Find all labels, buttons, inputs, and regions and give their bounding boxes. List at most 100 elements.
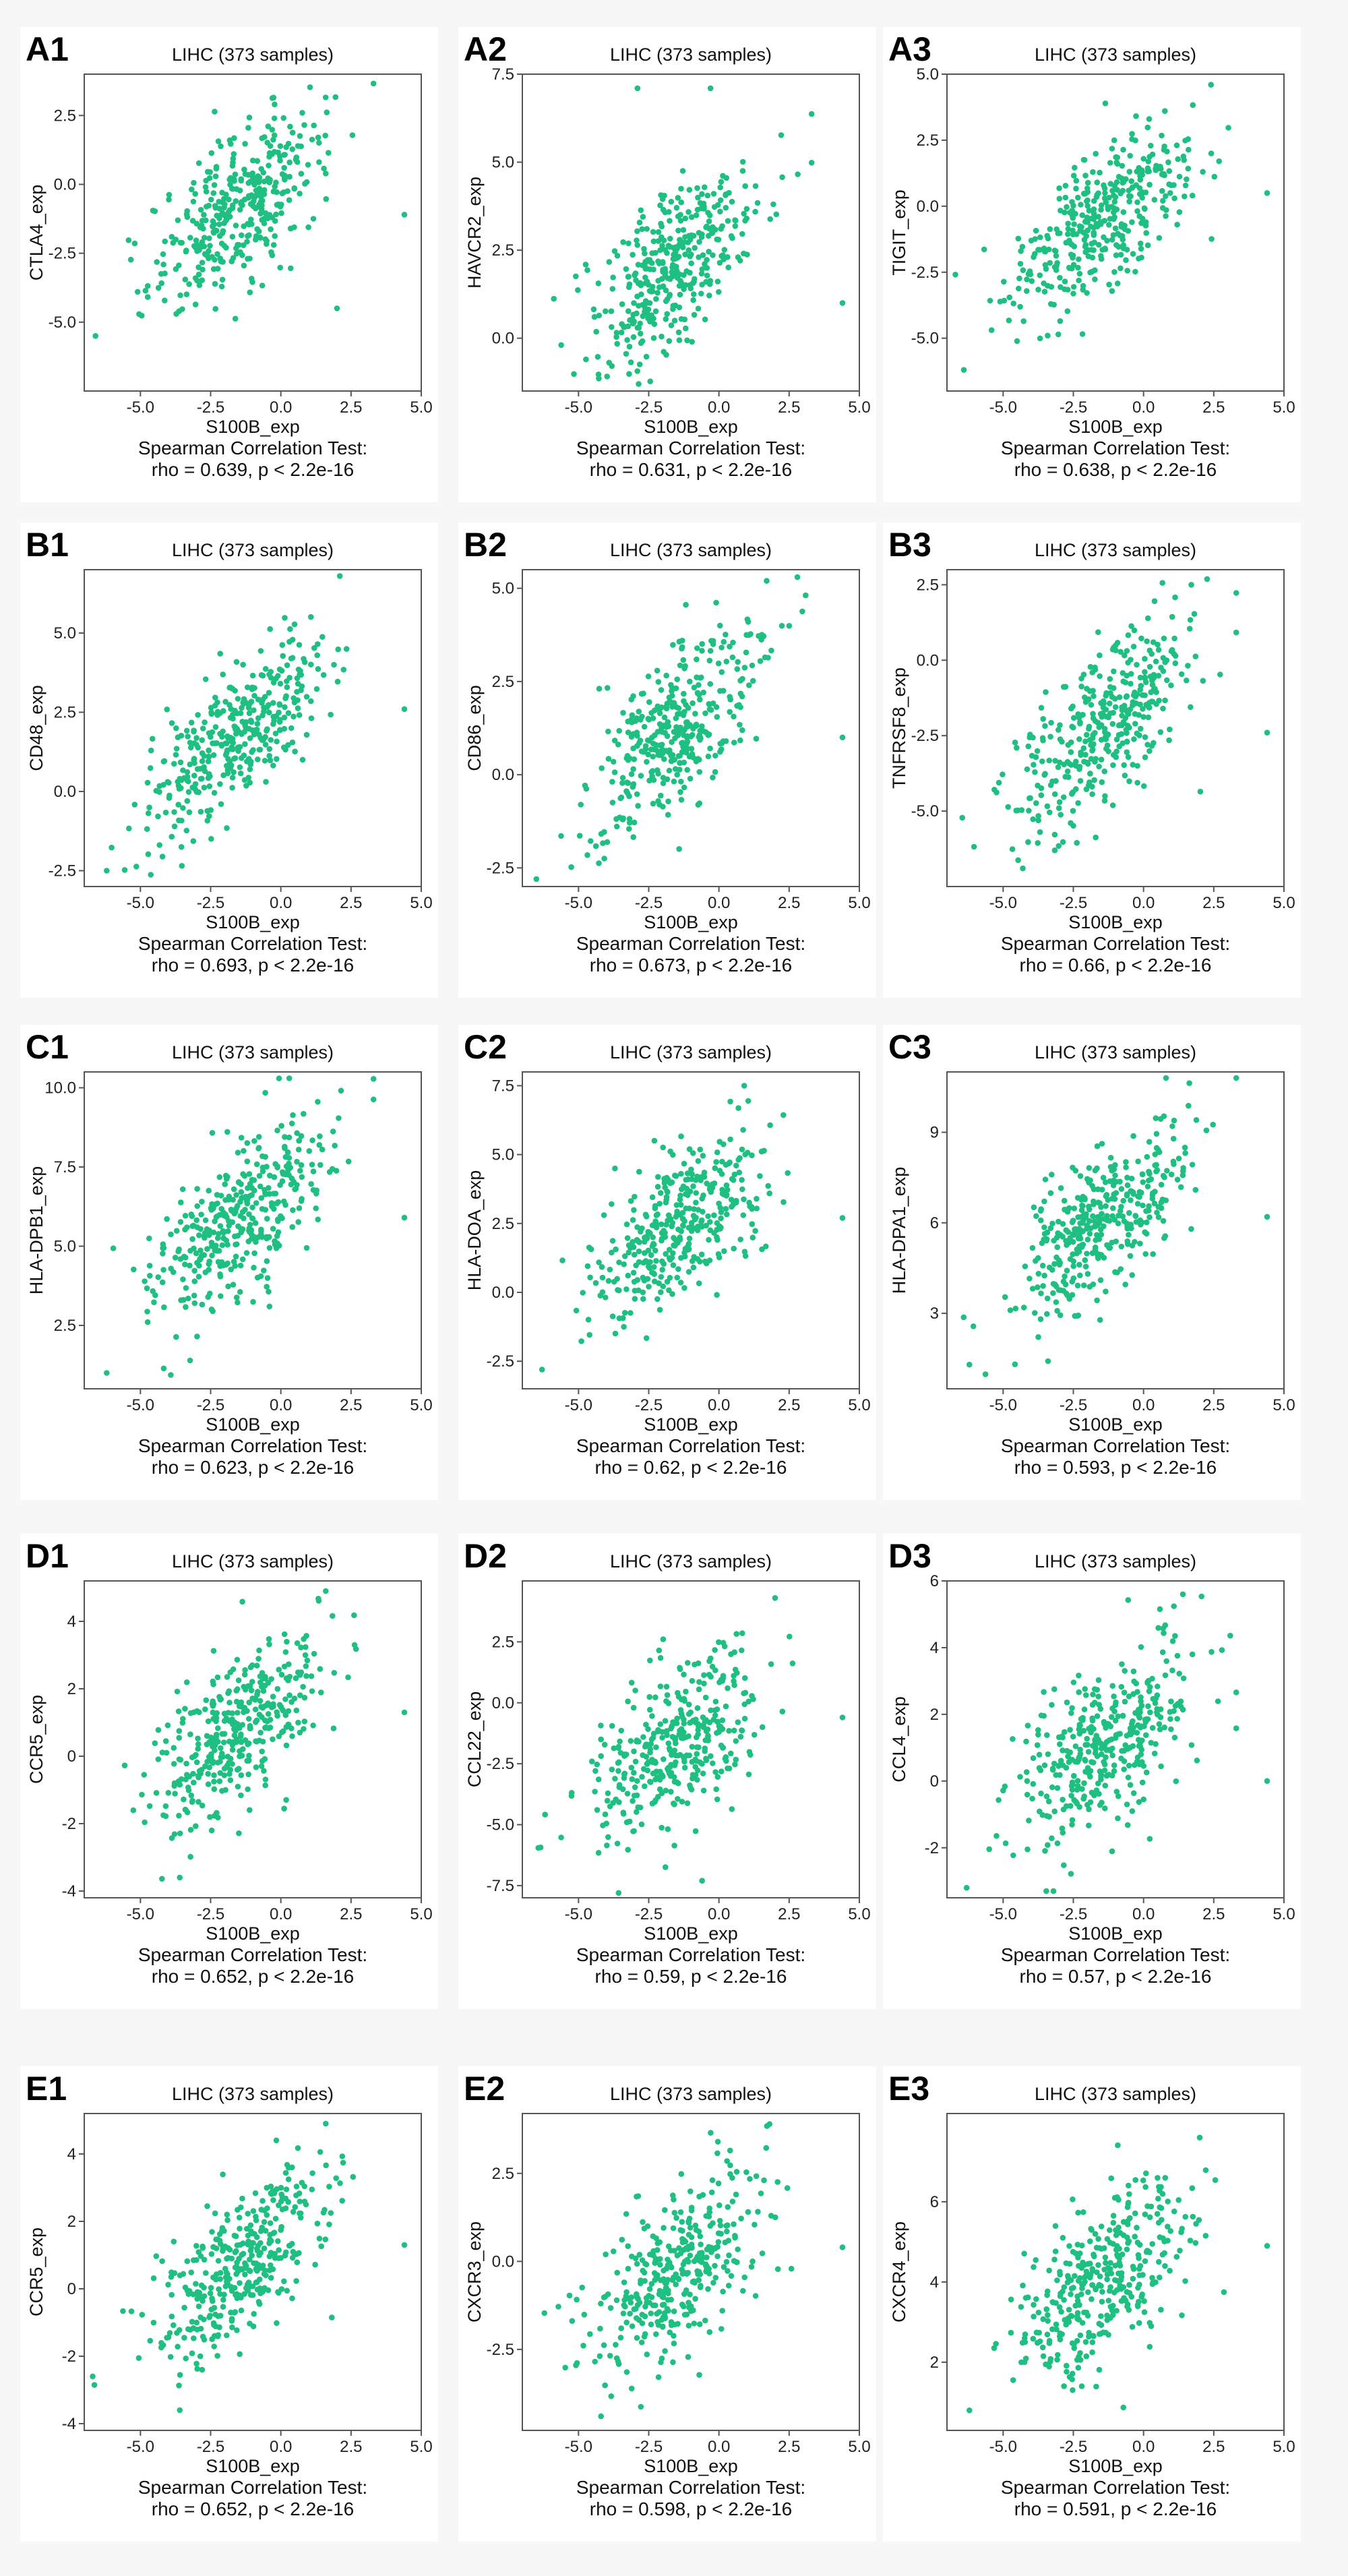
data-point bbox=[176, 262, 182, 268]
data-point bbox=[260, 1687, 267, 1694]
data-point bbox=[631, 819, 638, 826]
scatter-svg: C1 LIHC (373 samples)-5.0 -2.5 0.0 2.5 5.02.5… bbox=[26, 1028, 433, 1478]
data-point bbox=[221, 1718, 228, 1724]
data-point bbox=[681, 698, 687, 705]
data-point bbox=[731, 1649, 737, 1655]
data-point bbox=[1151, 1200, 1158, 1207]
data-point bbox=[1037, 1316, 1044, 1322]
data-point bbox=[1030, 816, 1036, 822]
data-point bbox=[655, 771, 661, 777]
data-point bbox=[159, 853, 166, 860]
data-point bbox=[235, 696, 241, 702]
data-point bbox=[1067, 1235, 1073, 1241]
data-point bbox=[1044, 1295, 1051, 1302]
data-point bbox=[110, 1245, 117, 1251]
data-point bbox=[616, 1315, 623, 1321]
data-point bbox=[533, 876, 540, 882]
data-point bbox=[251, 181, 257, 187]
data-point bbox=[1063, 1764, 1070, 1771]
data-point bbox=[231, 135, 237, 142]
data-point bbox=[1126, 1209, 1132, 1216]
data-point bbox=[1070, 1238, 1076, 1245]
data-point bbox=[223, 1237, 230, 1244]
data-point bbox=[1101, 1255, 1107, 1261]
y-tick-label: -2 bbox=[62, 2347, 76, 2366]
data-point bbox=[1131, 627, 1138, 634]
data-point bbox=[663, 703, 669, 710]
data-point bbox=[614, 340, 620, 347]
data-point bbox=[685, 1269, 692, 1275]
data-point bbox=[615, 742, 621, 748]
data-point bbox=[233, 659, 240, 665]
y-tick-label: 0.0 bbox=[492, 330, 514, 348]
data-point bbox=[1077, 1220, 1083, 1226]
data-point bbox=[747, 1751, 754, 1758]
y-tick-label: -2.5 bbox=[49, 245, 76, 263]
data-point bbox=[710, 641, 716, 647]
data-point bbox=[681, 1764, 688, 1771]
data-point bbox=[235, 1232, 241, 1239]
scatter-panel-e1: E1 LIHC (373 samples) -5.0 -2.5 0.0 2.5 5.0 -4-… bbox=[20, 2066, 438, 2542]
data-point bbox=[234, 1656, 241, 1663]
data-point bbox=[291, 699, 298, 706]
data-point bbox=[1086, 1218, 1093, 1224]
data-point bbox=[630, 1269, 637, 1276]
data-point bbox=[684, 1170, 691, 1176]
y-tick-label: -2.5 bbox=[487, 1352, 514, 1371]
data-point bbox=[1194, 1758, 1200, 1764]
data-point bbox=[177, 2272, 183, 2279]
data-point bbox=[683, 1191, 689, 1197]
data-point bbox=[601, 829, 607, 835]
data-point bbox=[206, 175, 213, 181]
data-point bbox=[695, 1727, 701, 1733]
data-point bbox=[241, 1671, 248, 1678]
data-point bbox=[1160, 198, 1166, 204]
data-point bbox=[282, 615, 288, 621]
data-point bbox=[323, 196, 330, 202]
data-point bbox=[1071, 1773, 1077, 1779]
data-point bbox=[1043, 689, 1049, 695]
data-point bbox=[1042, 771, 1048, 777]
data-point bbox=[278, 210, 284, 216]
data-point bbox=[168, 833, 175, 840]
data-point bbox=[1076, 1249, 1082, 1255]
data-point bbox=[199, 239, 206, 245]
data-point bbox=[273, 179, 279, 185]
data-point bbox=[619, 775, 626, 781]
chart-title: LIHC (373 samples) bbox=[1035, 1042, 1196, 1062]
data-point bbox=[1171, 1735, 1178, 1741]
data-point bbox=[234, 1241, 240, 1247]
data-point bbox=[702, 1748, 708, 1754]
data-point bbox=[1037, 1767, 1044, 1774]
data-point bbox=[1068, 1710, 1074, 1716]
x-tick-label: -5.0 bbox=[989, 1905, 1017, 1923]
data-point bbox=[664, 311, 670, 318]
data-point bbox=[1086, 1206, 1093, 1213]
data-point bbox=[1054, 1785, 1061, 1791]
data-point bbox=[684, 767, 690, 773]
scatter-panel-b2: B2 LIHC (373 samples) -5.0 -2.5 0.0 2.5 5.0 -2.… bbox=[458, 522, 876, 998]
data-point bbox=[1142, 1251, 1148, 1257]
data-point bbox=[712, 1667, 718, 1673]
data-point bbox=[1035, 817, 1041, 824]
data-point bbox=[651, 746, 658, 752]
data-point bbox=[700, 1192, 706, 1199]
data-point bbox=[251, 1177, 257, 1183]
data-point bbox=[689, 1171, 695, 1177]
data-point bbox=[630, 1798, 636, 1804]
data-point bbox=[311, 122, 317, 129]
data-point bbox=[657, 202, 663, 208]
data-point bbox=[332, 1143, 338, 1149]
data-point bbox=[727, 1159, 733, 1166]
data-point bbox=[315, 666, 321, 672]
data-point bbox=[634, 242, 640, 248]
data-point bbox=[705, 210, 711, 216]
data-point bbox=[212, 1747, 218, 1754]
data-point bbox=[203, 217, 209, 224]
data-point bbox=[731, 713, 737, 720]
data-point bbox=[711, 204, 718, 210]
data-point bbox=[212, 2210, 218, 2217]
data-point bbox=[257, 1698, 264, 1704]
data-point bbox=[1126, 1694, 1132, 1700]
data-point bbox=[321, 165, 327, 172]
